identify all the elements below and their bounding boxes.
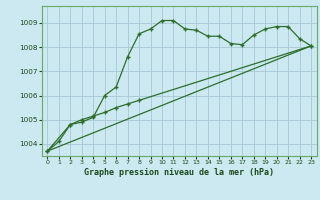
X-axis label: Graphe pression niveau de la mer (hPa): Graphe pression niveau de la mer (hPa) xyxy=(84,168,274,177)
